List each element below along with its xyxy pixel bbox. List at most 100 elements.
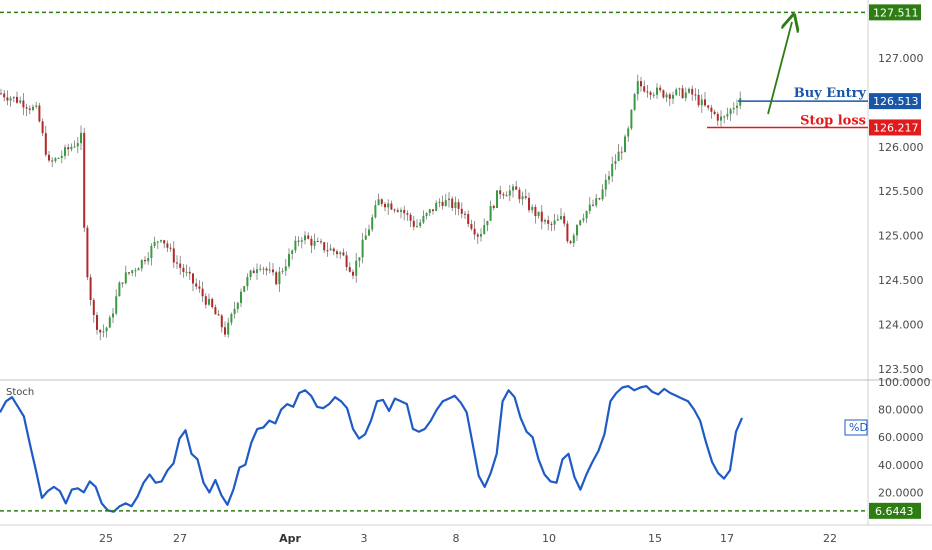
candle-body xyxy=(486,220,489,226)
candle-body xyxy=(19,100,22,103)
candle-body xyxy=(633,94,636,110)
candle-body xyxy=(579,220,582,225)
candle-body xyxy=(134,270,137,272)
candle-body xyxy=(380,199,383,204)
candle-body xyxy=(476,234,479,237)
candle-body xyxy=(252,270,255,274)
candle-body xyxy=(451,198,454,208)
candle-body xyxy=(572,235,575,244)
candle-body xyxy=(115,296,118,314)
candle-body xyxy=(368,229,370,236)
candle-body xyxy=(304,235,306,241)
candle-body xyxy=(112,313,114,318)
candle-body xyxy=(83,132,86,228)
buy-entry-badge xyxy=(869,93,921,110)
candle-body xyxy=(713,111,716,114)
candle-body xyxy=(332,248,335,252)
candle-body xyxy=(176,262,178,264)
candle-body xyxy=(25,107,28,109)
candle-body xyxy=(364,235,367,240)
candle-body xyxy=(582,218,585,221)
candle-body xyxy=(9,98,12,101)
candle-body xyxy=(678,88,681,90)
candle-body xyxy=(204,296,207,305)
candle-body xyxy=(153,241,156,246)
stoch-tick-label: 60.0000 xyxy=(878,431,924,444)
candle-body xyxy=(403,209,406,214)
candle-body xyxy=(182,267,185,273)
candle-body xyxy=(656,87,658,95)
candle-body xyxy=(316,241,319,243)
stop-loss-badge xyxy=(869,119,921,136)
candle-body xyxy=(406,213,409,215)
candle-body xyxy=(729,109,732,115)
candle-body xyxy=(243,286,246,292)
candle-body xyxy=(566,223,569,242)
candle-body xyxy=(278,271,281,285)
candle-body xyxy=(483,225,486,235)
candle-body xyxy=(265,268,268,271)
candle-body xyxy=(272,269,274,273)
candle-body xyxy=(620,151,623,153)
candle-body xyxy=(6,97,9,101)
candle-body xyxy=(361,239,364,258)
candle-body xyxy=(608,176,610,180)
candle-body xyxy=(627,128,630,137)
candle-body xyxy=(688,88,690,93)
candle-body xyxy=(441,201,444,206)
candle-body xyxy=(57,157,60,159)
candle-body xyxy=(524,196,527,198)
candle-body xyxy=(70,146,73,150)
candle-body xyxy=(636,81,639,95)
candle-body xyxy=(147,258,150,262)
candle-body xyxy=(76,143,79,147)
time-tick-label: 10 xyxy=(542,532,556,545)
candle-body xyxy=(697,94,700,106)
stoch-tick-label: 100.0000 xyxy=(878,376,931,389)
stoch-tick-label: 20.0000 xyxy=(878,486,924,499)
candle-body xyxy=(128,272,130,274)
candle-body xyxy=(640,81,642,87)
stoch-badges: %D 6.6443 xyxy=(844,419,921,519)
candle-body xyxy=(41,121,44,134)
candle-body xyxy=(240,291,242,303)
candle-body xyxy=(595,198,598,206)
candle-body xyxy=(528,197,530,211)
candle-body xyxy=(281,270,284,272)
candle-body xyxy=(198,286,201,289)
candle-body xyxy=(691,88,694,95)
stoch-panel-title: Stoch xyxy=(6,387,34,398)
candle-body xyxy=(409,214,412,221)
candle-body xyxy=(131,270,134,274)
candle-body xyxy=(659,87,662,91)
candle-body xyxy=(102,331,105,333)
projection-arrow xyxy=(767,22,792,115)
candle-body xyxy=(630,109,633,129)
candle-body xyxy=(233,308,236,314)
candle-body xyxy=(604,179,607,190)
price-axis: 127.000 126.000 125.500 125.000 124.500 124.0… xyxy=(878,52,924,376)
candle-body xyxy=(0,93,2,95)
candle-body xyxy=(396,210,399,212)
candle-body xyxy=(217,314,220,316)
candle-body xyxy=(400,209,402,212)
candle-body xyxy=(499,190,502,195)
candle-body xyxy=(518,189,521,200)
candle-body xyxy=(211,298,214,308)
stop-loss-annotation: Stop loss xyxy=(800,113,866,128)
candle-body xyxy=(320,241,322,243)
price-tick-label: 123.500 xyxy=(878,363,924,376)
candle-body xyxy=(144,259,146,262)
stoch-level-badge xyxy=(869,502,921,519)
candle-body xyxy=(172,248,175,263)
candle-body xyxy=(534,207,537,217)
time-tick-label: 27 xyxy=(173,532,187,545)
candle-body xyxy=(422,215,425,223)
stoch-series-label: %D xyxy=(849,421,868,434)
candle-body xyxy=(665,94,668,98)
candle-body xyxy=(307,235,310,239)
stoch-tick-label: 80.0000 xyxy=(878,404,924,417)
candle-body xyxy=(67,147,70,150)
candle-body xyxy=(681,88,684,98)
